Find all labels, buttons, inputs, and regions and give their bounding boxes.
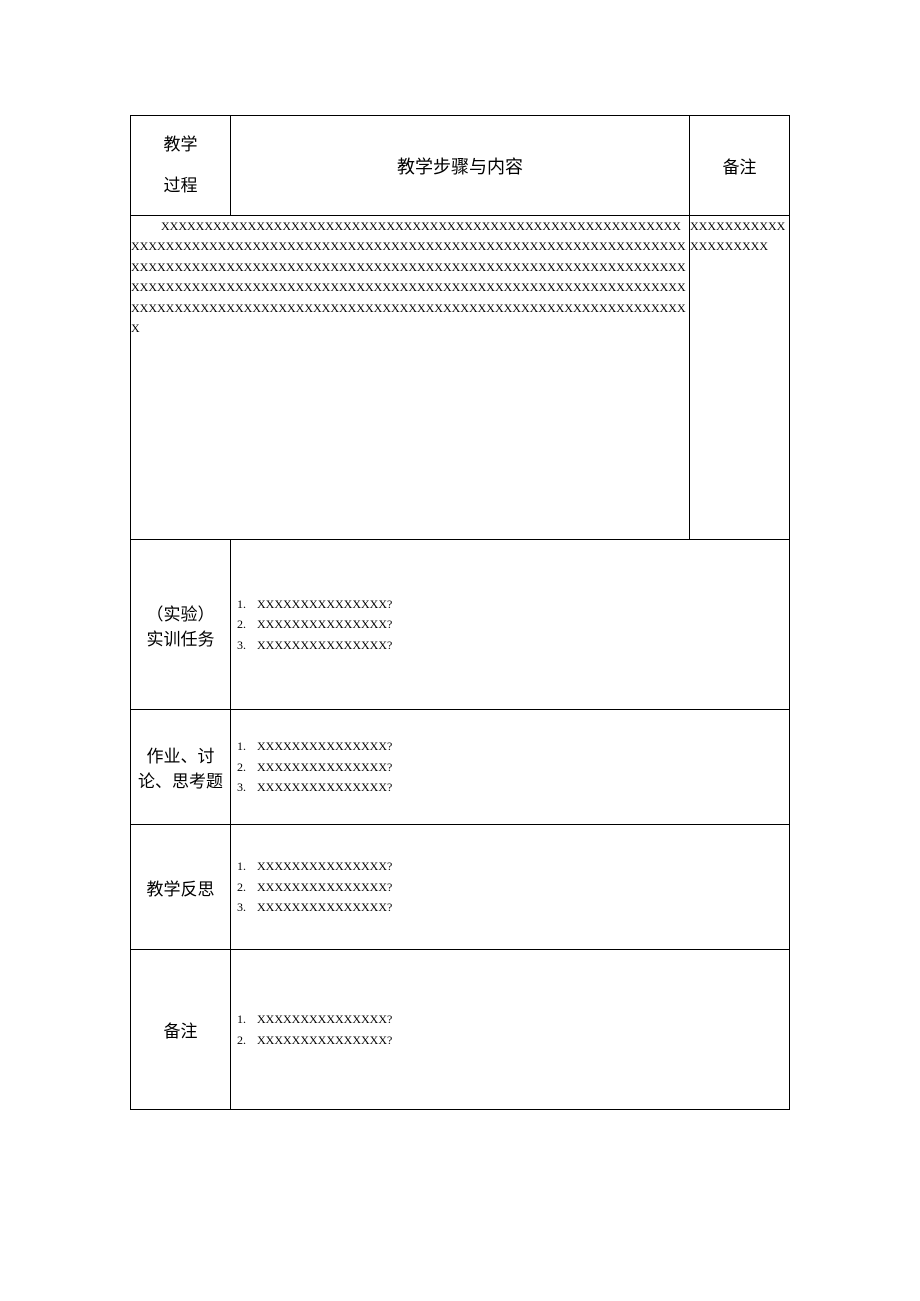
list-item: XXXXXXXXXXXXXXX? [249,856,789,876]
homework-label-line1: 作业、讨 [131,742,230,767]
training-list: XXXXXXXXXXXXXXX? XXXXXXXXXXXXXXX? XXXXXX… [231,594,789,655]
homework-content-cell: XXXXXXXXXXXXXXX? XXXXXXXXXXXXXXX? XXXXXX… [231,710,790,825]
reflection-list: XXXXXXXXXXXXXXX? XXXXXXXXXXXXXXX? XXXXXX… [231,856,789,917]
homework-row: 作业、讨 论、思考题 XXXXXXXXXXXXXXX? XXXXXXXXXXXX… [131,710,790,825]
header-col1-line2: 过程 [131,166,230,207]
header-col1-line1: 教学 [131,125,230,166]
training-label-cell: （实验） 实训任务 [131,540,231,710]
header-col2: 教学步骤与内容 [231,116,690,216]
list-item: XXXXXXXXXXXXXXX? [249,1009,789,1029]
training-row: （实验） 实训任务 XXXXXXXXXXXXXXX? XXXXXXXXXXXXX… [131,540,790,710]
content-notes-cell: XXXXXXXXXXXXXXXXXXXX [690,216,790,540]
page-container: 教学 过程 教学步骤与内容 备注 XXXXXXXXXXXXXXXXXXXXXXX… [0,0,920,1301]
homework-label-cell: 作业、讨 论、思考题 [131,710,231,825]
header-row: 教学 过程 教学步骤与内容 备注 [131,116,790,216]
content-row: XXXXXXXXXXXXXXXXXXXXXXXXXXXXXXXXXXXXXXXX… [131,216,790,540]
content-body-text: XXXXXXXXXXXXXXXXXXXXXXXXXXXXXXXXXXXXXXXX… [131,216,689,338]
list-item: XXXXXXXXXXXXXXX? [249,1030,789,1050]
list-item: XXXXXXXXXXXXXXX? [249,635,789,655]
list-item: XXXXXXXXXXXXXXX? [249,757,789,777]
teaching-form-table: 教学 过程 教学步骤与内容 备注 XXXXXXXXXXXXXXXXXXXXXXX… [130,115,790,1110]
list-item: XXXXXXXXXXXXXXX? [249,594,789,614]
remarks-row: 备注 XXXXXXXXXXXXXXX? XXXXXXXXXXXXXXX? [131,950,790,1110]
list-item: XXXXXXXXXXXXXXX? [249,877,789,897]
remarks-label: 备注 [131,950,231,1110]
remarks-list: XXXXXXXXXXXXXXX? XXXXXXXXXXXXXXX? [231,1009,789,1050]
list-item: XXXXXXXXXXXXXXX? [249,897,789,917]
training-label-line1: （实验） [131,600,230,625]
reflection-row: 教学反思 XXXXXXXXXXXXXXX? XXXXXXXXXXXXXXX? X… [131,825,790,950]
header-col1: 教学 过程 [131,116,231,216]
content-body-cell: XXXXXXXXXXXXXXXXXXXXXXXXXXXXXXXXXXXXXXXX… [131,216,690,540]
list-item: XXXXXXXXXXXXXXX? [249,614,789,634]
header-col3: 备注 [690,116,790,216]
reflection-content-cell: XXXXXXXXXXXXXXX? XXXXXXXXXXXXXXX? XXXXXX… [231,825,790,950]
training-label-line2: 实训任务 [131,625,230,650]
training-content-cell: XXXXXXXXXXXXXXX? XXXXXXXXXXXXXXX? XXXXXX… [231,540,790,710]
content-notes-text: XXXXXXXXXXXXXXXXXXXX [690,216,789,257]
remarks-content-cell: XXXXXXXXXXXXXXX? XXXXXXXXXXXXXXX? [231,950,790,1110]
homework-label-line2: 论、思考题 [131,767,230,792]
list-item: XXXXXXXXXXXXXXX? [249,777,789,797]
reflection-label: 教学反思 [131,825,231,950]
list-item: XXXXXXXXXXXXXXX? [249,736,789,756]
homework-list: XXXXXXXXXXXXXXX? XXXXXXXXXXXXXXX? XXXXXX… [231,736,789,797]
